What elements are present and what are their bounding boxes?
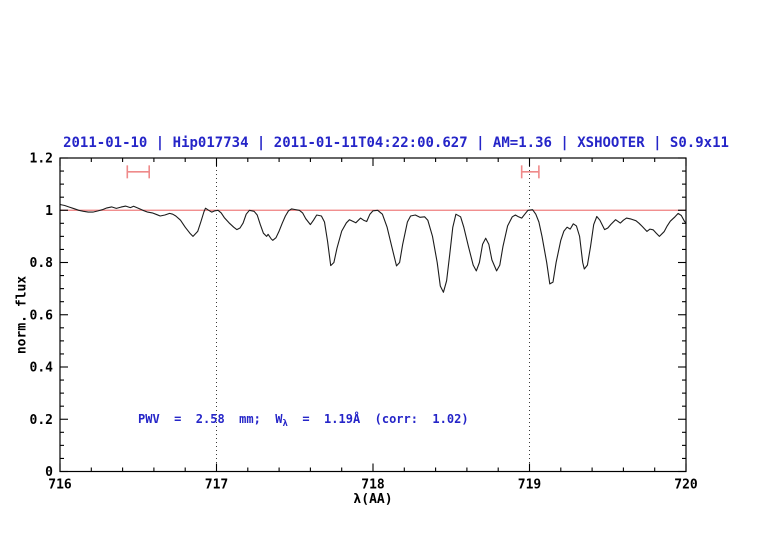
y-tick-label: 0.8 [30,256,54,271]
axis-tick-labels: 716 717 718 719 720 0 0.2 0.4 0.6 0.8 1 1.2 [30,152,698,493]
x-tick-label: 720 [674,478,698,493]
spectrum-polyline [59,203,687,293]
band-markers [126,165,540,179]
y-tick-label: 0 [45,465,53,480]
x-tick-label: 718 [361,478,385,493]
pwv-annotation: PWV = 2.58 mm; Wλ = 1.19Å (corr: 1.02) [138,412,469,429]
pwv-annotation-text2: = 1.19Å (corr: 1.02) [287,412,469,426]
y-tick-label: 0.6 [30,308,54,323]
y-axis-label: norm. flux [14,275,30,355]
lambda-subscript-icon: λ [282,419,288,429]
spectrum-line [59,203,687,293]
y-tick-label: 0.2 [30,413,53,428]
x-tick-label: 717 [205,478,228,493]
pwv-annotation-text: PWV = 2.58 mm; W [138,412,283,426]
plot-title: 2011-01-10 | Hip017734 | 2011-01-11T04:2… [63,135,729,151]
x-axis-label: λ(AA) [353,492,393,507]
x-tick-label: 719 [518,478,541,493]
y-tick-label: 1.2 [30,152,53,167]
y-tick-label: 0.4 [30,361,54,376]
x-tick-label: 716 [48,478,72,493]
axis-ticks [59,157,687,473]
y-tick-label: 1 [45,204,53,219]
